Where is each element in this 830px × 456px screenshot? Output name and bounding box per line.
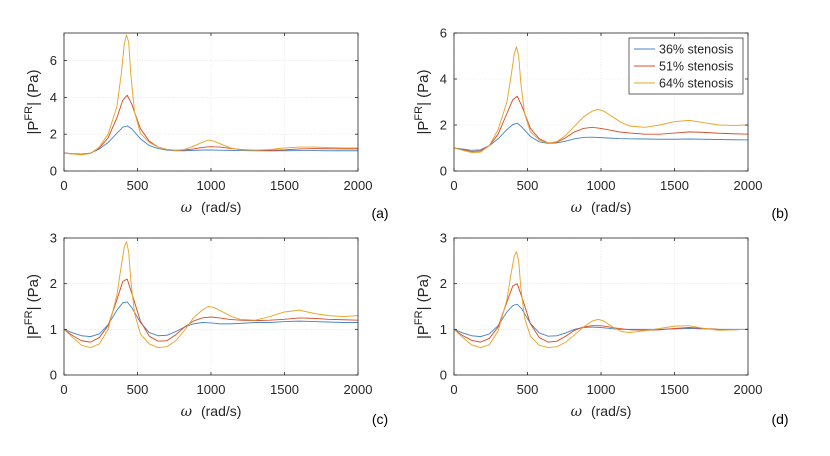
y-tick-label: 2 bbox=[50, 276, 57, 291]
y-tick-label: 0 bbox=[440, 164, 447, 179]
y-tick-label: 3 bbox=[440, 231, 447, 246]
legend: 36% stenosis 51% stenosis 64% stenosis bbox=[628, 37, 744, 95]
series-line-51-stenosis bbox=[454, 95, 748, 152]
x-tick-label: 500 bbox=[127, 382, 149, 397]
panel-label: (a) bbox=[371, 205, 388, 221]
series-line-36-stenosis bbox=[454, 303, 748, 338]
panel-label: (b) bbox=[771, 205, 788, 221]
x-tick-label: 2000 bbox=[734, 382, 763, 397]
y-axis-label-part: FR bbox=[23, 106, 35, 121]
y-tick-label: 0 bbox=[440, 368, 447, 383]
y-tick-label: 4 bbox=[440, 72, 447, 87]
series-line-51-stenosis bbox=[454, 283, 748, 343]
y-tick-label: 0 bbox=[50, 368, 57, 383]
series-group bbox=[454, 251, 748, 349]
x-tick-label: 1000 bbox=[197, 382, 226, 397]
x-tick-label: 0 bbox=[450, 178, 457, 193]
y-tick-label: 1 bbox=[50, 322, 57, 337]
x-tick-label: 500 bbox=[517, 382, 539, 397]
x-tick-label: 500 bbox=[517, 178, 539, 193]
x-axis-label: ω (rad/s) bbox=[571, 403, 632, 420]
series-line-64-stenosis bbox=[454, 251, 748, 349]
x-tick-label: 1500 bbox=[660, 178, 689, 193]
x-tick-label: 2000 bbox=[344, 178, 373, 193]
y-axis-label-part: |P bbox=[415, 121, 432, 135]
x-axis-unit: (rad/s) bbox=[591, 199, 631, 215]
y-tick-label: 2 bbox=[50, 127, 57, 142]
x-tick-label: 0 bbox=[60, 382, 67, 397]
y-axis-label: |PFR| (Pa) bbox=[413, 70, 432, 135]
series-line-36-stenosis bbox=[64, 301, 358, 338]
y-axis-label-part: | (Pa) bbox=[25, 274, 42, 310]
y-axis-label: |PFR| (Pa) bbox=[23, 274, 42, 339]
panel-4: 0 500 1000 1500 2000 0 1 2 3 ω (rad/s) |PFR| (Pa) (d… bbox=[413, 231, 789, 428]
y-axis-label-part: FR bbox=[413, 310, 425, 325]
x-axis-unit: (rad/s) bbox=[591, 403, 631, 419]
x-axis-symbol: ω bbox=[181, 200, 193, 216]
series-line-36-stenosis bbox=[454, 122, 748, 151]
series-group bbox=[64, 241, 358, 349]
series-line-64-stenosis bbox=[454, 46, 748, 154]
x-axis-symbol: ω bbox=[181, 404, 193, 420]
y-tick-label: 2 bbox=[440, 276, 447, 291]
x-axis-symbol: ω bbox=[571, 404, 583, 420]
y-axis-label-part: | (Pa) bbox=[415, 274, 432, 310]
y-axis-label-part: FR bbox=[23, 310, 35, 325]
panel-label: (d) bbox=[771, 411, 788, 427]
series-group bbox=[64, 34, 358, 156]
x-axis-unit: (rad/s) bbox=[201, 199, 241, 215]
y-axis-label-part: | (Pa) bbox=[25, 70, 42, 106]
y-axis-label: |PFR| (Pa) bbox=[413, 274, 432, 339]
y-tick-label: 6 bbox=[50, 53, 57, 68]
x-tick-label: 1000 bbox=[197, 178, 226, 193]
y-axis-label: |PFR| (Pa) bbox=[23, 70, 42, 135]
series-line-64-stenosis bbox=[64, 34, 358, 156]
x-tick-label: 0 bbox=[60, 178, 67, 193]
y-tick-label: 4 bbox=[50, 90, 57, 105]
panel-2: 0 500 1000 1500 2000 0 2 4 6 ω (rad/s) |PFR| (Pa) (b… bbox=[413, 26, 789, 222]
x-tick-label: 1500 bbox=[270, 178, 299, 193]
y-tick-label: 0 bbox=[50, 164, 57, 179]
y-tick-label: 1 bbox=[440, 322, 447, 337]
y-tick-label: 3 bbox=[50, 231, 57, 246]
x-tick-label: 1000 bbox=[587, 178, 616, 193]
series-line-36-stenosis bbox=[64, 125, 358, 155]
y-tick-label: 6 bbox=[440, 26, 447, 41]
y-axis-label-part: |P bbox=[25, 325, 42, 339]
x-axis-symbol: ω bbox=[571, 200, 583, 216]
y-axis-label-part: |P bbox=[25, 121, 42, 135]
panel-label: (c) bbox=[372, 411, 388, 427]
panel-3: 0 500 1000 1500 2000 0 1 2 3 ω (rad/s) |PFR| (Pa) (c… bbox=[23, 231, 388, 428]
x-tick-label: 2000 bbox=[344, 382, 373, 397]
x-tick-label: 500 bbox=[127, 178, 149, 193]
x-tick-label: 1500 bbox=[660, 382, 689, 397]
y-tick-label: 2 bbox=[440, 118, 447, 133]
x-axis-label: ω (rad/s) bbox=[181, 199, 242, 216]
x-tick-label: 0 bbox=[450, 382, 457, 397]
panel-1: 0 500 1000 1500 2000 0 2 4 6 ω (rad/s) |PFR| (Pa) (a… bbox=[23, 32, 389, 221]
x-axis-label: ω (rad/s) bbox=[181, 403, 242, 420]
legend-label: 51% stenosis bbox=[659, 60, 733, 74]
x-tick-label: 1500 bbox=[270, 382, 299, 397]
series-group bbox=[454, 46, 748, 154]
x-tick-label: 2000 bbox=[734, 178, 763, 193]
series-line-64-stenosis bbox=[64, 241, 358, 349]
series-line-51-stenosis bbox=[64, 278, 358, 343]
x-axis-label: ω (rad/s) bbox=[571, 199, 632, 216]
legend-label: 64% stenosis bbox=[659, 77, 733, 91]
y-axis-label-part: | (Pa) bbox=[415, 70, 432, 106]
y-axis-label-part: FR bbox=[413, 106, 425, 121]
x-tick-label: 1000 bbox=[587, 382, 616, 397]
x-axis-unit: (rad/s) bbox=[201, 403, 241, 419]
y-axis-label-part: |P bbox=[415, 325, 432, 339]
legend-label: 36% stenosis bbox=[659, 43, 733, 57]
